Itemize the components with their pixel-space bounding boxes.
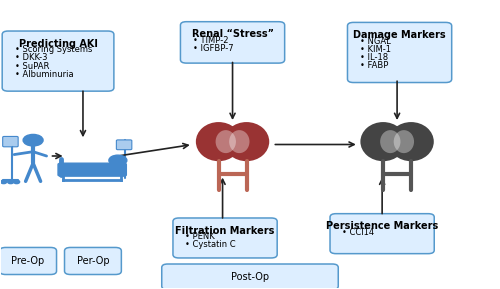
Text: • TIMP-2: • TIMP-2 [193,36,228,45]
Ellipse shape [224,122,269,161]
Text: Pre-Op: Pre-Op [12,256,44,266]
FancyBboxPatch shape [116,140,132,150]
Text: • NGAL: • NGAL [360,37,390,46]
Text: Filtration Markers: Filtration Markers [176,226,275,236]
FancyBboxPatch shape [2,136,18,147]
Text: • PENK: • PENK [186,232,215,241]
Ellipse shape [380,130,400,153]
Circle shape [0,180,6,184]
Ellipse shape [229,130,250,153]
Ellipse shape [216,130,236,153]
Text: • Scoring Systems: • Scoring Systems [14,45,92,54]
Text: • KIM-1: • KIM-1 [360,45,391,54]
Text: • CCl14: • CCl14 [342,228,374,237]
Ellipse shape [394,130,414,153]
Text: Damage Markers: Damage Markers [354,30,446,40]
Text: Persistence Markers: Persistence Markers [326,221,438,231]
Circle shape [8,180,14,184]
FancyBboxPatch shape [0,247,56,275]
Text: • FABP: • FABP [360,61,388,70]
FancyBboxPatch shape [162,264,338,289]
FancyBboxPatch shape [64,165,106,175]
FancyBboxPatch shape [2,31,114,91]
Ellipse shape [388,122,434,161]
Text: • Albuminuria: • Albuminuria [14,70,74,79]
FancyBboxPatch shape [173,218,277,258]
Ellipse shape [196,122,242,161]
Text: Per-Op: Per-Op [76,256,109,266]
Text: Predicting AKI: Predicting AKI [18,39,98,49]
Text: Post-Op: Post-Op [231,272,269,282]
FancyBboxPatch shape [330,214,434,254]
Ellipse shape [360,122,406,161]
FancyBboxPatch shape [348,23,452,83]
Circle shape [109,155,127,166]
Circle shape [14,180,20,184]
FancyBboxPatch shape [58,163,126,176]
Text: • IGFBP-7: • IGFBP-7 [193,44,234,53]
Text: • SuPAR: • SuPAR [14,62,49,71]
Circle shape [23,134,43,146]
Text: • Cystatin C: • Cystatin C [186,240,236,249]
FancyBboxPatch shape [64,247,122,275]
Text: • IL-18: • IL-18 [360,53,388,62]
Text: • DKK-3: • DKK-3 [14,53,47,62]
FancyBboxPatch shape [180,22,284,63]
Text: Renal “Stress”: Renal “Stress” [192,29,274,40]
